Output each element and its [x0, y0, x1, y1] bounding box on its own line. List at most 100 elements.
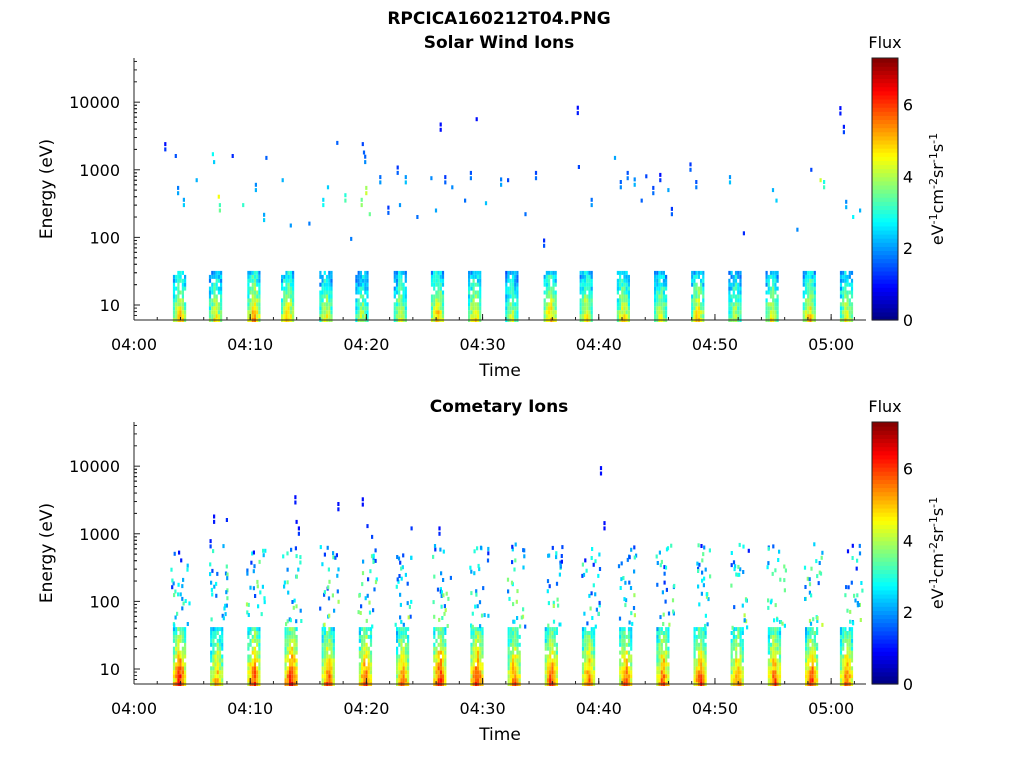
burst-cell	[581, 678, 585, 683]
burst-cell	[326, 638, 329, 643]
burst-cell	[253, 278, 257, 283]
burst-cell	[441, 270, 445, 275]
burst-cell	[691, 274, 694, 279]
plume-cell	[245, 602, 249, 607]
burst-cell	[358, 654, 361, 659]
burst-cell	[247, 294, 250, 299]
burst-cell	[658, 306, 661, 311]
burst-cell	[813, 658, 816, 663]
burst-cell	[695, 302, 698, 307]
burst-cell	[407, 666, 410, 671]
plume-cell	[702, 583, 705, 588]
burst-cell	[328, 306, 331, 311]
burst-cell	[177, 666, 180, 671]
burst-cell	[396, 662, 399, 667]
burst-cell	[184, 314, 187, 319]
data-point	[524, 212, 527, 217]
burst-cell	[581, 666, 585, 671]
burst-cell	[474, 270, 477, 275]
burst-cell	[809, 658, 812, 663]
burst-cell	[172, 310, 176, 315]
plume-cell	[779, 577, 782, 582]
plume-cell	[399, 560, 402, 565]
burst-cell	[667, 634, 670, 639]
burst-cell	[364, 306, 367, 311]
plume-cell	[697, 543, 700, 548]
solar-wind-ions-panel: Solar Wind Ions 04:00 04:10 04:20 04:30 04:4…	[37, 33, 947, 381]
burst-cell	[850, 666, 854, 671]
burst-cell	[210, 658, 213, 663]
plume-cell	[375, 577, 378, 582]
burst-cell	[844, 286, 847, 291]
burst-cell	[548, 314, 551, 319]
burst-cell	[516, 642, 519, 647]
burst-cell	[811, 670, 814, 675]
burst-cell	[369, 678, 373, 683]
burst-cell	[813, 290, 816, 295]
burst-cell	[253, 302, 257, 307]
plume-cell	[400, 619, 403, 624]
data-point	[670, 206, 673, 211]
burst-cell	[548, 306, 551, 311]
plume-cell	[251, 551, 254, 556]
data-point	[294, 495, 297, 500]
burst-cell	[319, 290, 322, 295]
burst-cell	[665, 306, 668, 311]
burst-cell	[728, 278, 731, 283]
plume-cell	[633, 593, 636, 598]
burst-cell	[286, 642, 289, 647]
data-point	[689, 162, 692, 167]
burst-cell	[767, 638, 770, 643]
burst-cell	[728, 294, 731, 299]
burst-cell	[844, 666, 847, 671]
burst-cell	[332, 638, 335, 643]
burst-cell	[850, 306, 854, 311]
burst-cell	[772, 302, 775, 307]
burst-cell	[739, 306, 742, 311]
burst-cell	[553, 638, 556, 643]
burst-cell	[778, 634, 782, 639]
burst-cell	[288, 670, 292, 675]
burst-cell	[251, 306, 254, 311]
burst-cell	[553, 650, 556, 655]
burst-cell	[550, 314, 553, 319]
burst-cell	[839, 650, 843, 655]
burst-cell	[172, 290, 176, 295]
burst-cell	[328, 638, 331, 643]
burst-cell	[398, 282, 401, 287]
burst-cell	[479, 270, 482, 275]
burst-cell	[807, 646, 810, 651]
burst-cell	[330, 642, 333, 647]
burst-cell	[216, 658, 219, 663]
plume-cell	[812, 617, 815, 622]
burst-cell	[548, 290, 551, 295]
burst-cell	[217, 306, 220, 311]
burst-cell	[400, 670, 403, 675]
burst-cell	[398, 270, 401, 275]
burst-cell	[361, 662, 364, 667]
burst-cell	[221, 678, 224, 683]
burst-cell	[730, 674, 733, 679]
plume-cell	[860, 581, 863, 585]
burst-cell	[507, 278, 510, 283]
colorbar-tick-label: 0	[903, 311, 913, 330]
burst-cell	[215, 298, 218, 303]
burst-cell	[507, 298, 510, 303]
x-tick-label: 04:20	[343, 699, 389, 718]
burst-cell	[474, 290, 477, 295]
burst-cell	[474, 306, 477, 311]
colorbar-segment	[872, 58, 898, 63]
burst-cell	[208, 302, 212, 307]
burst-cell	[586, 658, 589, 663]
burst-cell	[477, 662, 480, 667]
burst-cell	[811, 674, 814, 679]
burst-cell	[216, 631, 219, 635]
burst-cell	[778, 642, 782, 647]
colorbar-segment	[872, 479, 898, 484]
burst-cell	[625, 310, 628, 315]
burst-cell	[395, 302, 399, 307]
burst-cell	[366, 274, 369, 279]
burst-cell	[362, 286, 365, 291]
burst-cell	[737, 642, 740, 647]
burst-cell	[393, 274, 396, 279]
